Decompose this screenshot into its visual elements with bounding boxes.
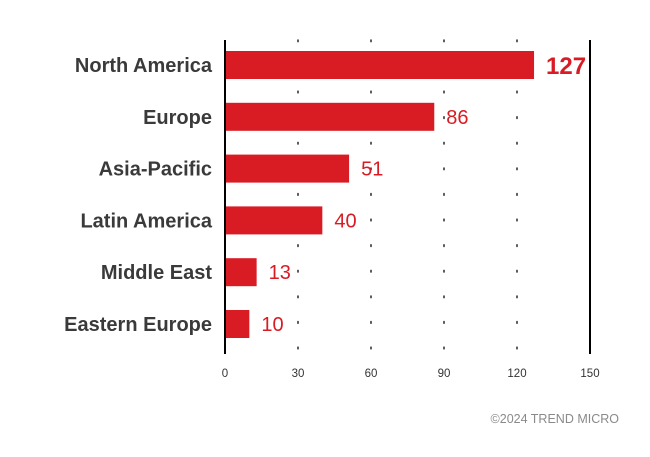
- x-tick-label: 150: [580, 368, 599, 380]
- x-tick-label: 60: [365, 368, 378, 380]
- x-tick-label: 0: [222, 368, 228, 380]
- bars: [225, 51, 535, 338]
- value-label: 40: [334, 210, 356, 232]
- bar-middle-east: [225, 258, 257, 287]
- value-label: 13: [269, 262, 291, 284]
- category-label: North America: [75, 55, 213, 77]
- bar-north-america: [225, 51, 535, 79]
- labels: North America 127 Europe 86 Asia-Pacific 51 La…: [64, 53, 599, 380]
- category-label: Middle East: [101, 262, 212, 284]
- x-tick-label: 90: [438, 368, 451, 380]
- category-label: Eastern Europe: [64, 314, 212, 336]
- x-tick-label: 120: [507, 368, 526, 380]
- value-label: 127: [546, 53, 586, 80]
- value-label: 51: [361, 159, 383, 181]
- bar-europe: [225, 102, 435, 131]
- bar-eastern-europe: [225, 310, 250, 338]
- bar-asia-pacific: [225, 154, 350, 183]
- value-label: 10: [261, 314, 283, 336]
- category-label: Asia-Pacific: [99, 159, 212, 181]
- category-label: Europe: [143, 107, 212, 129]
- copyright-text: ©2024 TREND MICRO: [490, 412, 619, 426]
- category-label: Latin America: [80, 210, 212, 232]
- grid-lines: [297, 39, 518, 355]
- axes: [224, 40, 591, 354]
- bar-latin-america: [225, 206, 323, 235]
- value-label: 86: [446, 107, 468, 129]
- x-tick-label: 30: [292, 368, 305, 380]
